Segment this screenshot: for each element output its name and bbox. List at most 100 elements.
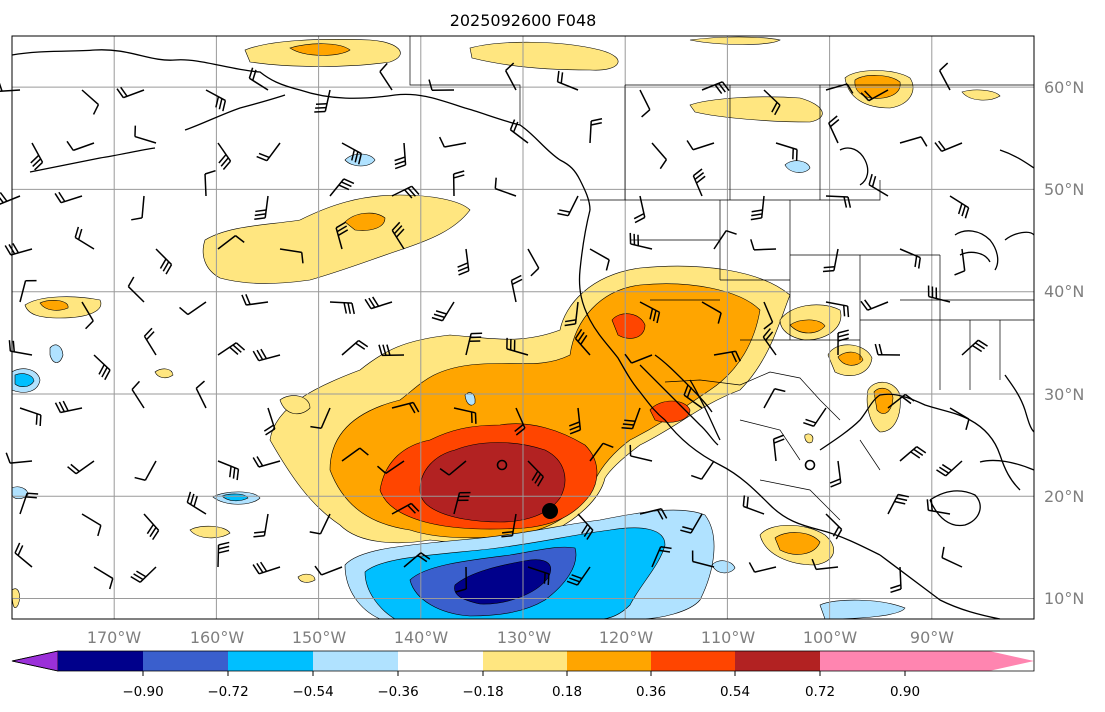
contour-nw-0-36 bbox=[39, 299, 69, 311]
contour-small6 bbox=[804, 433, 814, 444]
lon-label-170w: 170°W bbox=[87, 628, 142, 647]
latitude-labels: 60°N 50°N 40°N 30°N 20°N 10°N bbox=[1044, 78, 1084, 608]
wind-barb bbox=[254, 195, 269, 221]
contour-neg-w1b bbox=[221, 493, 249, 502]
wind-barb bbox=[217, 142, 232, 170]
wind-barb bbox=[428, 79, 455, 91]
colorbar-segment-2 bbox=[143, 651, 228, 671]
wind-barb bbox=[742, 495, 765, 515]
wind-barb bbox=[899, 248, 921, 269]
wind-barb bbox=[131, 380, 145, 409]
canada-us-border bbox=[580, 180, 881, 201]
colorbar-segment-5 bbox=[398, 651, 483, 671]
wind-barb bbox=[825, 83, 854, 94]
map-panel bbox=[0, 35, 1035, 620]
wind-barb bbox=[506, 337, 529, 356]
wind-barb bbox=[453, 491, 471, 515]
wind-barb bbox=[329, 178, 355, 197]
contour-band-0-18 bbox=[202, 194, 471, 284]
wind-barb bbox=[457, 248, 470, 276]
lon-label-90w: 90°W bbox=[910, 628, 954, 647]
wind-barb bbox=[690, 460, 715, 480]
wind-barb bbox=[557, 195, 579, 217]
wind-barb bbox=[750, 239, 777, 251]
wind-barb bbox=[868, 173, 889, 197]
wind-barb bbox=[54, 191, 83, 204]
filled-circle-marker bbox=[542, 503, 558, 519]
wind-barb bbox=[775, 142, 798, 161]
wind-barb bbox=[828, 115, 840, 144]
wind-barb bbox=[680, 513, 703, 534]
open-circle-marker-pacific bbox=[496, 459, 508, 471]
colorbar-tick-8: 0.54 bbox=[720, 684, 750, 700]
wind-barb bbox=[116, 86, 145, 99]
wind-barb bbox=[81, 301, 94, 330]
wind-barb bbox=[217, 541, 230, 568]
wind-barb bbox=[131, 195, 145, 221]
mexico-gulf-coast bbox=[819, 393, 1021, 620]
lon-label-130w: 130°W bbox=[497, 628, 552, 647]
coastlines bbox=[11, 49, 1035, 620]
wind-barb bbox=[509, 119, 529, 144]
wind-barb bbox=[81, 513, 102, 537]
wind-barb bbox=[186, 491, 207, 515]
lon-label-150w: 150°W bbox=[292, 628, 347, 647]
yucatan bbox=[929, 490, 981, 527]
hudson-bay bbox=[839, 147, 1035, 186]
wind-barb bbox=[936, 460, 963, 477]
wind-barb bbox=[341, 142, 363, 165]
wind-barb bbox=[961, 339, 988, 356]
wind-barb bbox=[376, 460, 405, 474]
wind-barb bbox=[629, 232, 653, 250]
wind-barb bbox=[934, 140, 963, 153]
colorbar-tick-3: −0.54 bbox=[292, 684, 333, 700]
wind-barb bbox=[452, 170, 465, 197]
wind-barb bbox=[825, 195, 852, 208]
wind-barb bbox=[514, 407, 526, 436]
aleutians bbox=[29, 94, 286, 173]
wind-barb bbox=[527, 248, 540, 277]
contour-tx-0-36 bbox=[837, 351, 864, 366]
wind-barb bbox=[74, 226, 95, 250]
wind-barb bbox=[954, 248, 966, 276]
wind-barb bbox=[577, 513, 594, 540]
wind-barb bbox=[822, 248, 839, 273]
wind-barb bbox=[143, 327, 157, 356]
contour-small4 bbox=[297, 573, 316, 583]
alaska-coast bbox=[11, 49, 591, 211]
colorbar-tick-1: −0.90 bbox=[122, 684, 163, 700]
contour-fills bbox=[11, 36, 1001, 620]
wind-barb bbox=[453, 407, 477, 424]
wind-barb bbox=[134, 460, 157, 481]
wind-barb bbox=[837, 329, 849, 356]
wind-barb bbox=[364, 296, 393, 310]
wind-barb bbox=[494, 177, 517, 197]
wind-barb bbox=[683, 384, 703, 409]
contour-top3-0-18 bbox=[689, 36, 781, 45]
wind-barb bbox=[134, 125, 157, 144]
wind-barb bbox=[455, 566, 468, 593]
wind-barb bbox=[279, 248, 304, 264]
wind-barb bbox=[14, 542, 33, 568]
wind-barb bbox=[589, 118, 603, 144]
wind-barb bbox=[127, 276, 145, 303]
contour-neg-pac bbox=[464, 392, 476, 406]
colorbar-tick-10: 0.90 bbox=[890, 684, 920, 700]
lat-label-30: 30°N bbox=[1044, 385, 1084, 404]
wind-barb bbox=[314, 89, 331, 113]
colorbar-ticks bbox=[142, 671, 906, 676]
wind-barb bbox=[701, 301, 722, 324]
lon-label-110w: 110°W bbox=[701, 628, 756, 647]
wind-barb bbox=[887, 393, 915, 409]
wind-barb bbox=[81, 89, 100, 115]
colorbar-tick-4: −0.36 bbox=[377, 684, 418, 700]
wind-barb bbox=[217, 235, 245, 250]
wind-barb bbox=[811, 558, 839, 571]
wind-barb bbox=[621, 407, 641, 430]
wind-barb bbox=[825, 513, 843, 540]
wind-barb bbox=[762, 328, 777, 356]
wind-barb bbox=[204, 169, 216, 197]
florida bbox=[1004, 374, 1035, 433]
colorbar: −0.90 −0.72 −0.54 −0.36 −0.18 0.18 0.36 … bbox=[11, 650, 1035, 700]
contour-gulf-0-54 bbox=[649, 400, 691, 423]
